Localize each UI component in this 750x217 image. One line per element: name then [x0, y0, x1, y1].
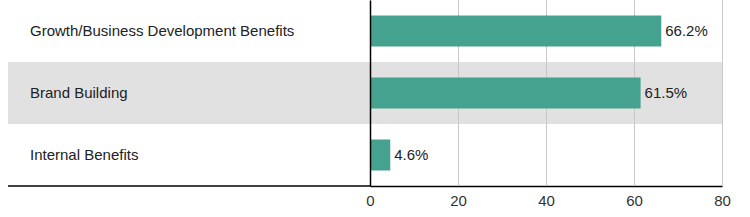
row-bands — [8, 62, 722, 124]
bar — [370, 16, 661, 47]
chart: 0 20 40 60 80 Growth/Business Development Ben… — [0, 0, 750, 217]
x-axis: 0 20 40 60 80 — [366, 0, 731, 209]
row-band — [8, 62, 722, 124]
x-tick-label: 20 — [450, 192, 467, 209]
data-labels: 66.2% 61.5% 4.6% — [394, 22, 708, 163]
grid-line — [722, 0, 723, 186]
category-label: Internal Benefits — [30, 146, 138, 163]
bar — [370, 78, 641, 109]
y-tick: Internal Benefits — [30, 146, 370, 163]
baseline — [8, 185, 370, 187]
data-label: 61.5% — [645, 84, 688, 101]
bar — [370, 140, 390, 171]
plot: 0 20 40 60 80 Growth/Business Development Ben… — [8, 0, 731, 209]
grid-line — [370, 0, 371, 186]
x-tick-label: 0 — [366, 192, 374, 209]
x-tick-label: 80 — [714, 192, 731, 209]
x-tick-label: 60 — [626, 192, 643, 209]
x-tick: 80 — [714, 0, 731, 209]
data-label: 4.6% — [394, 146, 428, 163]
y-axis-line — [370, 1, 372, 187]
y-axis: Growth/Business Development Benefits Bran… — [30, 1, 371, 187]
category-label: Brand Building — [30, 84, 128, 101]
bars — [370, 16, 661, 171]
y-tick: Growth/Business Development Benefits — [30, 22, 370, 39]
data-label: 66.2% — [665, 22, 708, 39]
category-label: Growth/Business Development Benefits — [30, 22, 294, 39]
y-tick: Brand Building — [30, 84, 370, 101]
x-tick-label: 40 — [538, 192, 555, 209]
